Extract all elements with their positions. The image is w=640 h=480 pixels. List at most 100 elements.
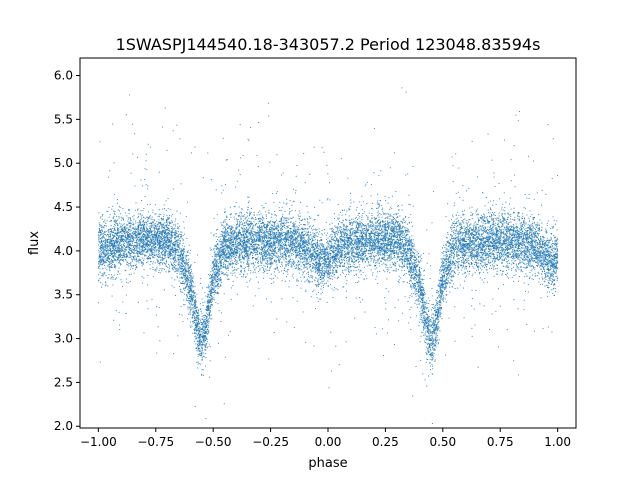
data-point [224,221,226,223]
data-point [227,231,229,233]
data-point [476,236,478,238]
data-point [167,218,169,220]
data-point [122,246,124,248]
data-point [294,233,296,235]
data-point [130,273,132,275]
data-point [234,275,236,277]
data-point [263,231,265,233]
data-point [159,247,161,249]
data-point [269,234,271,236]
data-point [295,245,297,247]
data-point [236,248,238,250]
data-point [348,256,350,258]
data-point [220,241,222,243]
data-point [332,250,334,252]
data-point [332,247,334,249]
data-point [158,244,160,246]
data-point [332,269,334,271]
data-point [530,251,532,253]
data-point [498,220,500,222]
data-point [377,235,379,237]
data-point [270,261,272,263]
data-point [509,254,511,256]
data-point [330,244,332,246]
data-point [519,223,521,225]
data-point [251,234,253,236]
data-point [112,247,114,249]
data-point [395,227,397,229]
data-point [348,259,350,261]
data-point [267,266,269,268]
data-point [356,223,358,225]
data-point [189,299,191,301]
data-point [467,270,469,272]
data-point [336,239,338,241]
data-point [157,241,159,243]
data-point [383,223,385,225]
data-point [159,247,161,249]
data-point [410,239,412,241]
data-point [386,224,388,226]
data-point [335,237,337,239]
data-point [553,258,555,260]
data-point [165,243,167,245]
data-point [173,233,175,235]
data-point [179,265,181,267]
data-point [551,255,553,257]
data-point [327,173,329,175]
data-point [242,154,244,156]
data-point [337,244,339,246]
data-point [301,269,303,271]
data-point [266,245,268,247]
data-point [402,263,404,265]
data-point [496,228,498,230]
data-point [433,320,435,322]
data-point [294,244,296,246]
data-point [365,243,367,245]
data-point [298,231,300,233]
data-point [181,262,183,264]
data-point [269,161,271,163]
data-point [147,275,149,277]
data-point [483,217,485,219]
data-point [198,322,200,324]
data-point [284,241,286,243]
data-point [255,276,257,278]
data-point [499,234,501,236]
data-point [532,250,534,252]
data-point [531,236,533,238]
data-point [353,264,355,266]
data-point [101,227,103,229]
data-point [498,237,500,239]
data-point [517,247,519,249]
data-point [254,269,256,271]
data-point [110,260,112,262]
data-point [523,241,525,243]
data-point [387,257,389,259]
data-point [127,264,129,266]
data-points [97,87,559,425]
data-point [527,246,529,248]
data-point [118,256,120,258]
data-point [270,301,272,303]
data-point [308,251,310,253]
data-point [547,272,549,274]
data-point [297,214,299,216]
data-point [279,237,281,239]
data-point [494,185,496,187]
data-point [419,275,421,277]
data-point [426,327,428,329]
data-point [391,245,393,247]
data-point [189,325,191,327]
data-point [166,245,168,247]
data-point [400,220,402,222]
data-point [159,225,161,227]
data-point [368,212,370,214]
data-point [374,229,376,231]
data-point [195,327,197,329]
data-point [331,271,333,273]
data-point [145,226,147,228]
data-point [372,250,374,252]
data-point [276,191,278,193]
data-point [515,270,517,272]
